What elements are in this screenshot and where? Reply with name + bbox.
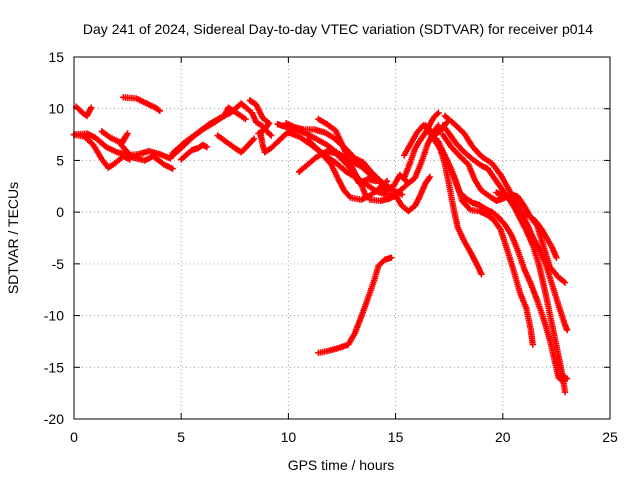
data-marker (178, 141, 211, 163)
series-arc-h (178, 141, 211, 163)
data-marker (441, 112, 571, 334)
data-marker (98, 128, 176, 172)
x-tick-label: 0 (70, 429, 78, 445)
data-marker (435, 138, 536, 348)
y-tick-label: 15 (48, 49, 64, 65)
x-axis-label: GPS time / hours (288, 457, 395, 473)
y-tick-label: 0 (56, 204, 64, 220)
series-arc-e (120, 94, 163, 114)
y-tick-label: -15 (44, 359, 64, 375)
series-arc-ab (435, 138, 536, 348)
x-tick-label: 20 (495, 429, 511, 445)
data-marker (493, 189, 560, 261)
data-marker (120, 94, 163, 114)
y-tick-label: 10 (48, 101, 64, 117)
data-marker (214, 132, 258, 156)
data-marker (72, 103, 95, 120)
y-tick-label: -10 (44, 308, 64, 324)
series-arc-q (295, 147, 380, 187)
series-arc-b (72, 103, 95, 120)
x-tick-label: 15 (388, 429, 404, 445)
series-arc-ae (555, 370, 571, 382)
series-arc-ac (441, 112, 571, 334)
data-marker (285, 129, 391, 203)
data-marker (295, 147, 380, 187)
data-marker (169, 100, 253, 157)
series-arc-s (366, 173, 434, 215)
y-axis-label: SDTVAR / TECUs (5, 182, 21, 294)
x-tick-label: 5 (177, 429, 185, 445)
data-marker (366, 173, 434, 215)
series-arc-w (315, 254, 395, 357)
data-points (70, 94, 571, 396)
series-arc-r (285, 129, 391, 203)
series-arc-d (98, 128, 176, 172)
x-tick-label: 10 (281, 429, 297, 445)
data-marker (315, 254, 395, 357)
x-tick-label: 25 (602, 429, 618, 445)
chart-title: Day 241 of 2024, Sidereal Day-to-day VTE… (83, 21, 593, 37)
series-arc-i (214, 132, 258, 156)
series-arc-g (169, 100, 253, 157)
series-arc-ad (493, 189, 560, 261)
axis-ticks: 0 5 10 15 20 25 -20 -15 -10 -5 0 5 10 15 (44, 49, 618, 445)
data-marker (248, 109, 275, 139)
series-arc-k (248, 109, 275, 139)
y-tick-label: -5 (52, 256, 65, 272)
y-tick-label: 5 (56, 152, 64, 168)
y-tick-label: -20 (44, 411, 64, 427)
plot-frame (73, 56, 611, 420)
data-marker (555, 370, 571, 382)
